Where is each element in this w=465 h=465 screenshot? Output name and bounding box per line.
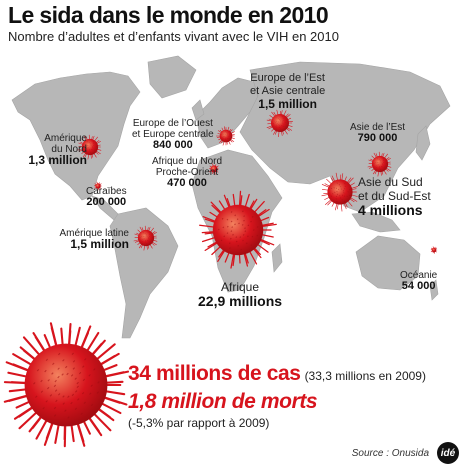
region-value: 1,5 million — [70, 237, 129, 251]
region-value: 200 000 — [86, 196, 127, 208]
region-value: 54 000 — [401, 280, 436, 292]
region-name: Amérique latine — [59, 228, 129, 239]
japan-shape — [415, 125, 431, 161]
region-name: Europe de l’Est et Asie centrale — [250, 72, 326, 97]
region-value: 1,5 million — [258, 97, 317, 111]
australia-shape — [355, 235, 421, 291]
region-name: Asie du Sud et du Sud-Est — [358, 175, 431, 203]
source-credit: Source : Onusida — [351, 448, 429, 459]
region-name: Caraïbes — [86, 186, 127, 197]
cases-total: 34 millions de cas — [128, 362, 301, 385]
north-america-shape — [11, 71, 141, 201]
page-title: Le sida dans le monde en 2010 — [8, 2, 329, 28]
region-value: 4 millions — [358, 202, 423, 218]
virus-europe-est-icon — [266, 109, 293, 137]
asia-shape — [239, 61, 451, 213]
label-asie-sud: Asie du Sud et du Sud-Est 4 millions — [358, 175, 431, 217]
virus-asie-est-icon — [367, 151, 392, 177]
label-europe-ouest: Europe de l’Ouest et Europe centrale 840… — [132, 118, 214, 151]
cases-note: (33,3 millions en 2009) — [304, 369, 426, 383]
virus-asie-sud-icon — [321, 172, 359, 212]
label-afrique-nord: Afrique du Nord Proche-Orient 470 000 — [152, 156, 222, 189]
page-subtitle: Nombre d’adultes et d’enfants vivant ave… — [8, 29, 339, 44]
deaths-total: 1,8 million de morts — [128, 390, 318, 413]
region-name: Afrique du Nord Proche-Orient — [152, 156, 223, 178]
label-amerique-nord: Amérique du Nord 1,3 million — [28, 133, 87, 166]
region-name: Amérique du Nord — [44, 133, 87, 155]
uk-shape — [191, 99, 205, 121]
continents — [11, 55, 451, 339]
publisher-logo: idé — [437, 442, 459, 464]
virus-oceanie-icon — [430, 246, 438, 254]
label-asie-est: Asie de l’Est 790 000 — [350, 122, 405, 144]
region-value: 840 000 — [152, 139, 193, 151]
region-name: Océanie — [400, 270, 438, 281]
virus-world-total-icon — [3, 322, 130, 448]
region-name: Europe de l’Ouest et Europe centrale — [132, 118, 214, 140]
region-value: 790 000 — [357, 132, 398, 144]
new-zealand-shape — [429, 279, 439, 301]
greenland-shape — [147, 55, 197, 99]
deaths-note: (-5,3% par rapport à 2009) — [128, 416, 270, 430]
region-value: 22,9 millions — [198, 293, 283, 309]
madagascar-shape — [271, 243, 283, 273]
label-europe-est: Europe de l’Est et Asie centrale 1,5 mil… — [250, 72, 325, 111]
label-amerique-latine: Amérique latine 1,5 million — [60, 228, 129, 250]
virus-europe-ouest-icon — [216, 126, 235, 146]
virus-caraibes-icon — [94, 181, 102, 191]
virus-amerique-latine-icon — [133, 225, 158, 251]
label-oceanie: Océanie 54 000 — [400, 270, 437, 292]
indonesia-shape — [351, 211, 401, 233]
label-caraibes: Caraïbes 200 000 — [86, 186, 127, 208]
region-name: Afrique — [221, 280, 260, 294]
virus-amerique-nord-icon — [77, 134, 102, 160]
region-value: 470 000 — [167, 177, 207, 189]
summary-cases: 34 millions de cas (33,3 millions en 2009… — [128, 362, 426, 386]
south-america-shape — [109, 207, 179, 339]
region-value: 1,3 million — [28, 153, 87, 167]
virus-afrique-nord-icon — [209, 163, 219, 175]
label-afrique: Afrique 22,9 millions — [198, 280, 282, 308]
region-name: Asie de l’Est — [350, 122, 406, 133]
virus-afrique-icon — [199, 190, 277, 269]
